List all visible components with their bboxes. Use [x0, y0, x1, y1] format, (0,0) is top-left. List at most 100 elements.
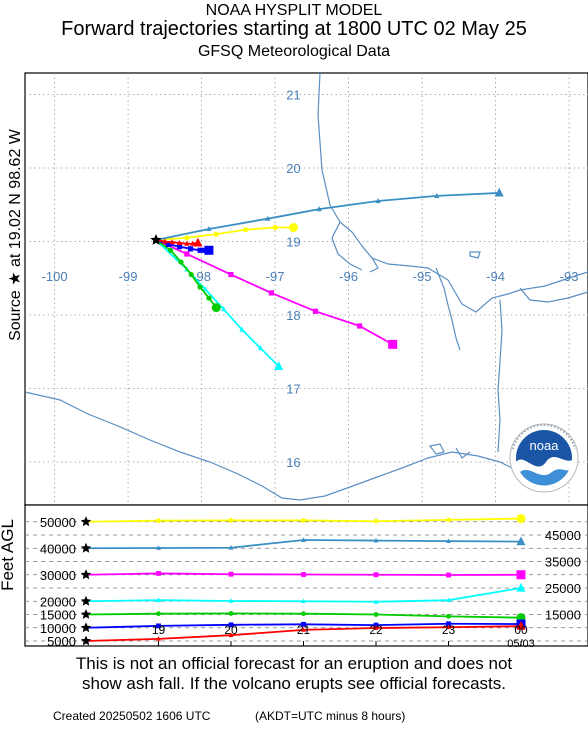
time-tick-label: 19	[152, 623, 166, 637]
coastline-segment	[369, 257, 379, 273]
altitude-point	[156, 518, 161, 524]
trajectory-point	[375, 198, 381, 204]
trajectory-point	[176, 244, 183, 250]
altitude-point	[301, 598, 306, 604]
altitude-point	[373, 622, 379, 628]
map-graticule	[25, 73, 588, 505]
trajectory-paths	[150, 187, 504, 371]
altitude-tick-right: 25000	[545, 581, 581, 596]
coastline-segment	[497, 299, 503, 453]
trajectory-point	[188, 271, 194, 278]
model-title: NOAA HYSPLIT MODEL	[205, 2, 383, 19]
time-tick-label: 21	[297, 623, 311, 637]
altitude-tick-left: 40000	[40, 541, 76, 556]
altitude-point	[228, 611, 234, 616]
trajectory-point	[190, 240, 196, 246]
coastline-segment	[519, 287, 588, 303]
latitude-label: 17	[286, 381, 300, 396]
trajectory-endpoint	[211, 303, 221, 313]
longitude-label: -98	[192, 269, 211, 284]
meteorology-subtitle: GFSQ Meteorological Data	[197, 43, 391, 60]
altitude-point	[228, 622, 234, 628]
altitude-endpoint	[516, 514, 526, 524]
trajectory-point	[239, 326, 245, 332]
coastline-segment	[331, 221, 363, 271]
source-star-icon	[150, 234, 162, 245]
altitude-point	[373, 612, 379, 617]
page-title: Forward trajectories starting at 1800 UT…	[61, 18, 527, 40]
trajectory-endpoint	[388, 339, 398, 349]
altitude-endpoint	[516, 536, 526, 546]
disclaimer-line-1: This is not an official forecast for an …	[75, 654, 513, 673]
altitude-start-star-icon	[80, 595, 92, 606]
time-tick-label: 23	[442, 623, 456, 637]
altitude-point	[446, 613, 451, 619]
trajectory-point	[206, 295, 212, 301]
trajectory-point	[316, 206, 322, 212]
altitude-tick-left: 20000	[40, 594, 76, 609]
altitude-start-star-icon	[80, 622, 92, 633]
altitude-tick-right: 15000	[545, 608, 581, 623]
trajectory-endpoint	[288, 223, 298, 233]
disclaimer-line-2: show ash fall. If the volcano erupts see…	[82, 674, 506, 693]
altitude-point	[228, 598, 234, 603]
altitude-point	[373, 599, 379, 604]
latitude-label: 20	[286, 161, 300, 176]
trajectory-point	[268, 290, 274, 296]
trajectory-endpoint	[193, 237, 203, 247]
coastline-segment	[455, 447, 471, 459]
trajectory-point	[257, 345, 263, 351]
altitude-point	[156, 571, 161, 576]
altitude-tick-right: 35000	[545, 555, 581, 570]
trajectory-point	[228, 271, 234, 278]
latitude-label: 16	[286, 455, 300, 470]
time-tick-label: 00	[514, 623, 528, 637]
time-tick-label: 22	[369, 623, 383, 637]
latitude-label: 21	[286, 87, 300, 102]
trajectory-point	[197, 247, 203, 253]
altitude-point	[446, 597, 451, 603]
altitude-point	[446, 624, 451, 630]
longitude-label: -96	[339, 269, 358, 284]
altitude-point	[228, 632, 234, 638]
created-timestamp: Created 20250502 1606 UTC	[53, 709, 211, 723]
coastline-segment	[469, 251, 481, 259]
coastline-map	[25, 73, 588, 501]
altitude-start-star-icon	[80, 635, 92, 646]
trajectory-point	[168, 247, 174, 253]
latitude-label: 18	[286, 308, 300, 323]
altitude-point	[156, 636, 161, 641]
altitude-point	[446, 621, 451, 627]
trajectory-point	[187, 246, 194, 252]
altitude-point	[301, 627, 306, 632]
trajectory-point	[356, 323, 363, 329]
altitude-point	[373, 572, 379, 578]
map-frame	[24, 72, 588, 506]
longitude-label: -94	[486, 269, 505, 284]
trajectory-figure: -100 -99 -98 -97 -96 -95 -94 -93 21 20 19 18 17 16 no…	[24, 72, 588, 650]
altitude-start-star-icon	[80, 569, 92, 580]
altitude-point	[301, 611, 306, 617]
altitude-point	[228, 518, 234, 523]
altitude-right-labels: 45000 35000 25000 15000	[545, 528, 581, 623]
timezone-note: (AKDT=UTC minus 8 hours)	[255, 709, 406, 723]
altitude-tick-right: 45000	[545, 528, 581, 543]
trajectory-point	[165, 241, 172, 248]
trajectory-point	[162, 238, 168, 244]
altitude-point	[228, 571, 234, 577]
trajectory-point	[434, 192, 440, 198]
trajectory-line	[155, 226, 294, 241]
trajectory-point	[265, 215, 271, 221]
trajectory-point	[213, 231, 219, 237]
date-sublabel: 05/03	[507, 638, 535, 650]
longitude-label: -93	[560, 269, 579, 284]
altitude-point	[373, 625, 379, 630]
altitude-point	[156, 597, 161, 603]
time-tick-label: 20	[224, 623, 238, 637]
trajectory-point	[312, 308, 319, 314]
altitude-point	[446, 517, 451, 523]
longitude-label: -99	[119, 269, 138, 284]
altitude-point	[156, 623, 161, 629]
altitude-point	[301, 518, 306, 523]
trajectory-point	[178, 259, 184, 265]
